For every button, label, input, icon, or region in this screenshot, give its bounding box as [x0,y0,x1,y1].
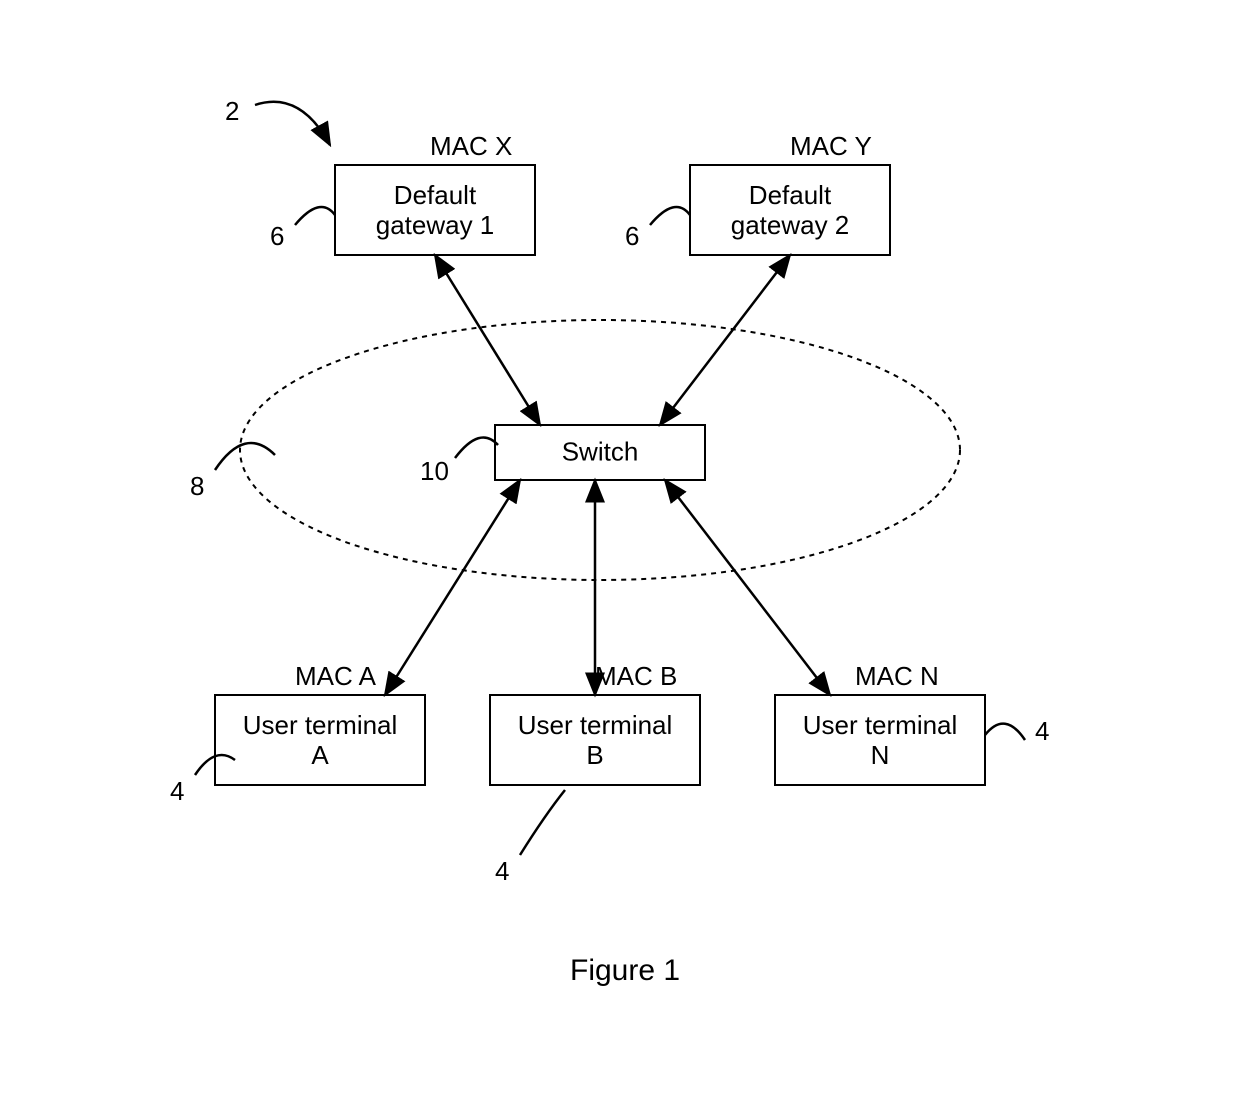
gateway-1-line2: gateway 1 [376,210,495,240]
callout-number: 10 [420,456,449,486]
callout-curve [295,207,335,225]
gateway-1-box: Default gateway 1 [335,165,535,255]
terminal-a-line1: User terminal [243,710,398,740]
callout-curve [255,102,330,145]
connection-arrow [665,480,830,695]
callout-curve [985,724,1025,740]
callout-number: 4 [170,776,184,806]
connection-arrow [385,480,520,695]
terminal-b-line2: B [586,740,603,770]
callout-curve [650,207,690,225]
terminal-a-mac-label: MAC A [295,661,377,691]
switch-box: Switch [495,425,705,480]
callout-number: 6 [270,221,284,251]
terminal-b-mac-label: MAC B [595,661,677,691]
gateway-2-line1: Default [749,180,832,210]
callout-number: 8 [190,471,204,501]
figure-caption: Figure 1 [570,954,680,987]
callout-curve [215,443,275,470]
terminal-a-line2: A [311,740,329,770]
terminal-n-line2: N [871,740,890,770]
terminal-b-box: User terminal B [490,695,700,785]
callout-number: 6 [625,221,639,251]
callout-curve [455,437,498,458]
terminal-n-line1: User terminal [803,710,958,740]
gateway-2-box: Default gateway 2 [690,165,890,255]
callout-number: 4 [1035,716,1049,746]
terminal-a-box: User terminal A [215,695,425,785]
gateway-1-line1: Default [394,180,477,210]
callout-curve [520,790,565,855]
terminal-b-line1: User terminal [518,710,673,740]
gateway-1-mac-label: MAC X [430,131,512,161]
terminal-n-mac-label: MAC N [855,661,939,691]
gateway-2-line2: gateway 2 [731,210,850,240]
gateway-2-mac-label: MAC Y [790,131,872,161]
connection-arrow [660,255,790,425]
callout-number: 4 [495,856,509,886]
terminal-n-box: User terminal N [775,695,985,785]
switch-label: Switch [562,437,639,467]
callout-number: 2 [225,96,239,126]
connection-arrow [435,255,540,425]
